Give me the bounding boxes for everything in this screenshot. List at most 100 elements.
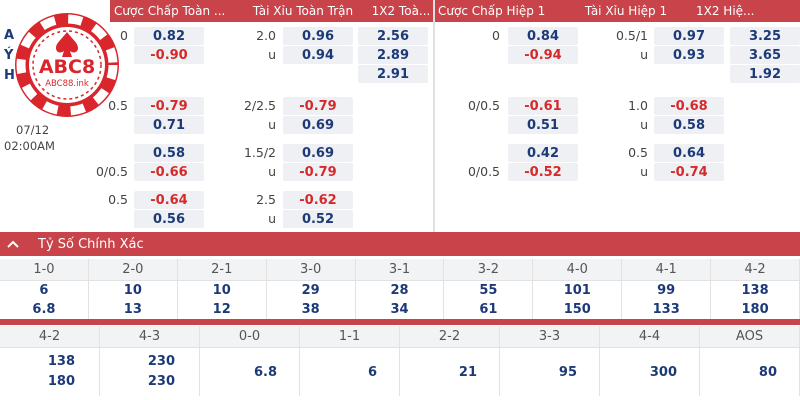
odds-cell[interactable]: 0.56 bbox=[134, 210, 204, 228]
score-label: 4-2 bbox=[711, 259, 800, 280]
score-odd[interactable]: 230 bbox=[147, 374, 175, 389]
header-hcap-half[interactable]: Cược Chấp Hiệp 1 bbox=[438, 4, 546, 18]
score-label: 3-0 bbox=[267, 259, 356, 280]
header-ou-full[interactable]: Tài Xỉu Toàn Trận bbox=[252, 4, 354, 18]
odds-cell[interactable]: -0.66 bbox=[134, 163, 204, 181]
odds-cell[interactable]: -0.68 bbox=[654, 97, 724, 115]
odds-cell[interactable]: -0.79 bbox=[283, 163, 353, 181]
ou-line: u bbox=[268, 164, 276, 179]
odds-cell[interactable]: 0.94 bbox=[283, 46, 353, 64]
score-odd-pair[interactable]: 230 230 bbox=[100, 348, 200, 396]
odds-cell[interactable]: -0.90 bbox=[134, 46, 204, 64]
hcap-line: 0/0.5 bbox=[95, 164, 128, 179]
header-hcap-full[interactable]: Cược Chấp Toàn ... bbox=[114, 4, 226, 18]
score-odd[interactable]: 34 bbox=[356, 300, 445, 319]
score-odd[interactable]: 180 bbox=[47, 374, 75, 389]
odds-cell[interactable]: -0.61 bbox=[508, 97, 578, 115]
score-odd[interactable]: 28 bbox=[356, 281, 445, 300]
odds-cell[interactable]: 0.69 bbox=[283, 144, 353, 162]
header-1x2-full[interactable]: 1X2 Toà... bbox=[371, 4, 431, 18]
odds-cell[interactable]: 0.82 bbox=[134, 27, 204, 45]
correct-score-grid-1: 1-0 2-0 2-1 3-0 3-1 3-2 4-0 4-1 4-2 6 10… bbox=[0, 259, 800, 325]
team-a-initial[interactable]: A bbox=[4, 28, 15, 43]
odds-cell[interactable]: -0.52 bbox=[508, 163, 578, 181]
odds-cell[interactable]: 0.58 bbox=[654, 116, 724, 134]
odds-cell[interactable]: -0.94 bbox=[508, 46, 578, 64]
odds-cell[interactable]: 0.96 bbox=[283, 27, 353, 45]
chevron-up-icon[interactable] bbox=[6, 237, 20, 251]
score-odd[interactable]: 6.8 bbox=[0, 300, 89, 319]
match-time: 02:00AM bbox=[4, 139, 55, 153]
score-label: 3-2 bbox=[444, 259, 534, 280]
score-header-row: 4-2 4-3 0-0 1-1 2-2 3-3 4-4 AOS bbox=[0, 326, 800, 348]
odds-cell[interactable]: -0.62 bbox=[283, 191, 353, 209]
score-odd[interactable]: 133 bbox=[622, 300, 712, 319]
odds-cell[interactable]: 0.51 bbox=[508, 116, 578, 134]
odds-cell[interactable]: 0.69 bbox=[283, 116, 353, 134]
odds-cell[interactable]: 0.58 bbox=[134, 144, 204, 162]
score-odd[interactable]: 6 bbox=[0, 281, 89, 300]
abc8-logo: ABC8 ABC88.ink bbox=[12, 10, 122, 120]
ou-line: 2.0 bbox=[256, 28, 276, 43]
ou-line: u bbox=[268, 47, 276, 62]
odds-cell[interactable]: 2.56 bbox=[358, 27, 428, 45]
score-odd[interactable]: 38 bbox=[267, 300, 356, 319]
odds-cell[interactable]: -0.79 bbox=[283, 97, 353, 115]
score-odd[interactable]: 29 bbox=[267, 281, 356, 300]
odds-cell[interactable]: 0.71 bbox=[134, 116, 204, 134]
score-odd[interactable]: 21 bbox=[400, 348, 500, 396]
ou-line: u bbox=[268, 211, 276, 226]
odds-cell[interactable]: 0.42 bbox=[508, 144, 578, 162]
score-odd[interactable]: 230 bbox=[147, 354, 175, 369]
score-label: AOS bbox=[700, 326, 800, 347]
home-odds-row: 6 10 10 29 28 55 101 99 138 bbox=[0, 281, 800, 300]
ou-line: 2.5 bbox=[256, 192, 276, 207]
header-1x2-half[interactable]: 1X2 Hiệ... bbox=[696, 4, 755, 18]
odds-cell[interactable]: 2.89 bbox=[358, 46, 428, 64]
odds-cell[interactable]: 3.25 bbox=[730, 27, 800, 45]
score-odd[interactable]: 61 bbox=[444, 300, 534, 319]
score-odd[interactable]: 300 bbox=[600, 348, 700, 396]
odds-cell[interactable]: 0.93 bbox=[654, 46, 724, 64]
logo-text: ABC8 bbox=[39, 56, 95, 78]
correct-score-header[interactable]: Tỷ Số Chính Xác bbox=[0, 232, 800, 256]
odds-cell[interactable]: 0.52 bbox=[283, 210, 353, 228]
odds-cell[interactable]: -0.74 bbox=[654, 163, 724, 181]
score-odd[interactable]: 150 bbox=[533, 300, 623, 319]
score-odd[interactable]: 6.8 bbox=[200, 348, 300, 396]
odds-cell[interactable]: 0.64 bbox=[654, 144, 724, 162]
odds-cell[interactable]: 2.91 bbox=[358, 65, 428, 83]
score-odd[interactable]: 101 bbox=[533, 281, 623, 300]
score-odd[interactable]: 10 bbox=[178, 281, 267, 300]
away-odds-row: 6.8 13 12 38 34 61 150 133 180 bbox=[0, 300, 800, 319]
score-odd[interactable]: 13 bbox=[89, 300, 178, 319]
score-odd-pair[interactable]: 138 180 bbox=[0, 348, 100, 396]
score-odd[interactable]: 80 bbox=[700, 348, 800, 396]
score-label: 4-1 bbox=[622, 259, 712, 280]
hcap-line: 0 bbox=[492, 28, 500, 43]
score-odd[interactable]: 95 bbox=[500, 348, 600, 396]
odds-cell[interactable]: 3.65 bbox=[730, 46, 800, 64]
score-odd[interactable]: 55 bbox=[444, 281, 534, 300]
correct-score-title: Tỷ Số Chính Xác bbox=[38, 236, 144, 252]
header-ou-half[interactable]: Tài Xỉu Hiệp 1 bbox=[584, 4, 668, 18]
score-odd[interactable]: 99 bbox=[622, 281, 712, 300]
score-odd[interactable]: 180 bbox=[711, 300, 800, 319]
score-odds-row: 138 180 230 230 6.8 6 21 95 300 80 bbox=[0, 348, 800, 396]
odds-cell[interactable]: 1.92 bbox=[730, 65, 800, 83]
score-odd[interactable]: 138 bbox=[47, 354, 75, 369]
ou-line: u bbox=[640, 117, 648, 132]
odds-cell[interactable]: 0.84 bbox=[508, 27, 578, 45]
score-label: 0-0 bbox=[200, 326, 300, 347]
score-odd[interactable]: 138 bbox=[711, 281, 800, 300]
odds-cell[interactable]: 0.97 bbox=[654, 27, 724, 45]
ou-line: u bbox=[268, 117, 276, 132]
score-odd[interactable]: 12 bbox=[178, 300, 267, 319]
ou-line: 0.5 bbox=[628, 145, 648, 160]
odds-cell[interactable]: -0.79 bbox=[134, 97, 204, 115]
odds-header-left: Cược Chấp Toàn ... Tài Xỉu Toàn Trận 1X2… bbox=[110, 0, 434, 22]
team-b-initial[interactable]: Ý bbox=[4, 48, 14, 63]
odds-cell[interactable]: -0.64 bbox=[134, 191, 204, 209]
score-odd[interactable]: 10 bbox=[89, 281, 178, 300]
score-odd[interactable]: 6 bbox=[300, 348, 400, 396]
